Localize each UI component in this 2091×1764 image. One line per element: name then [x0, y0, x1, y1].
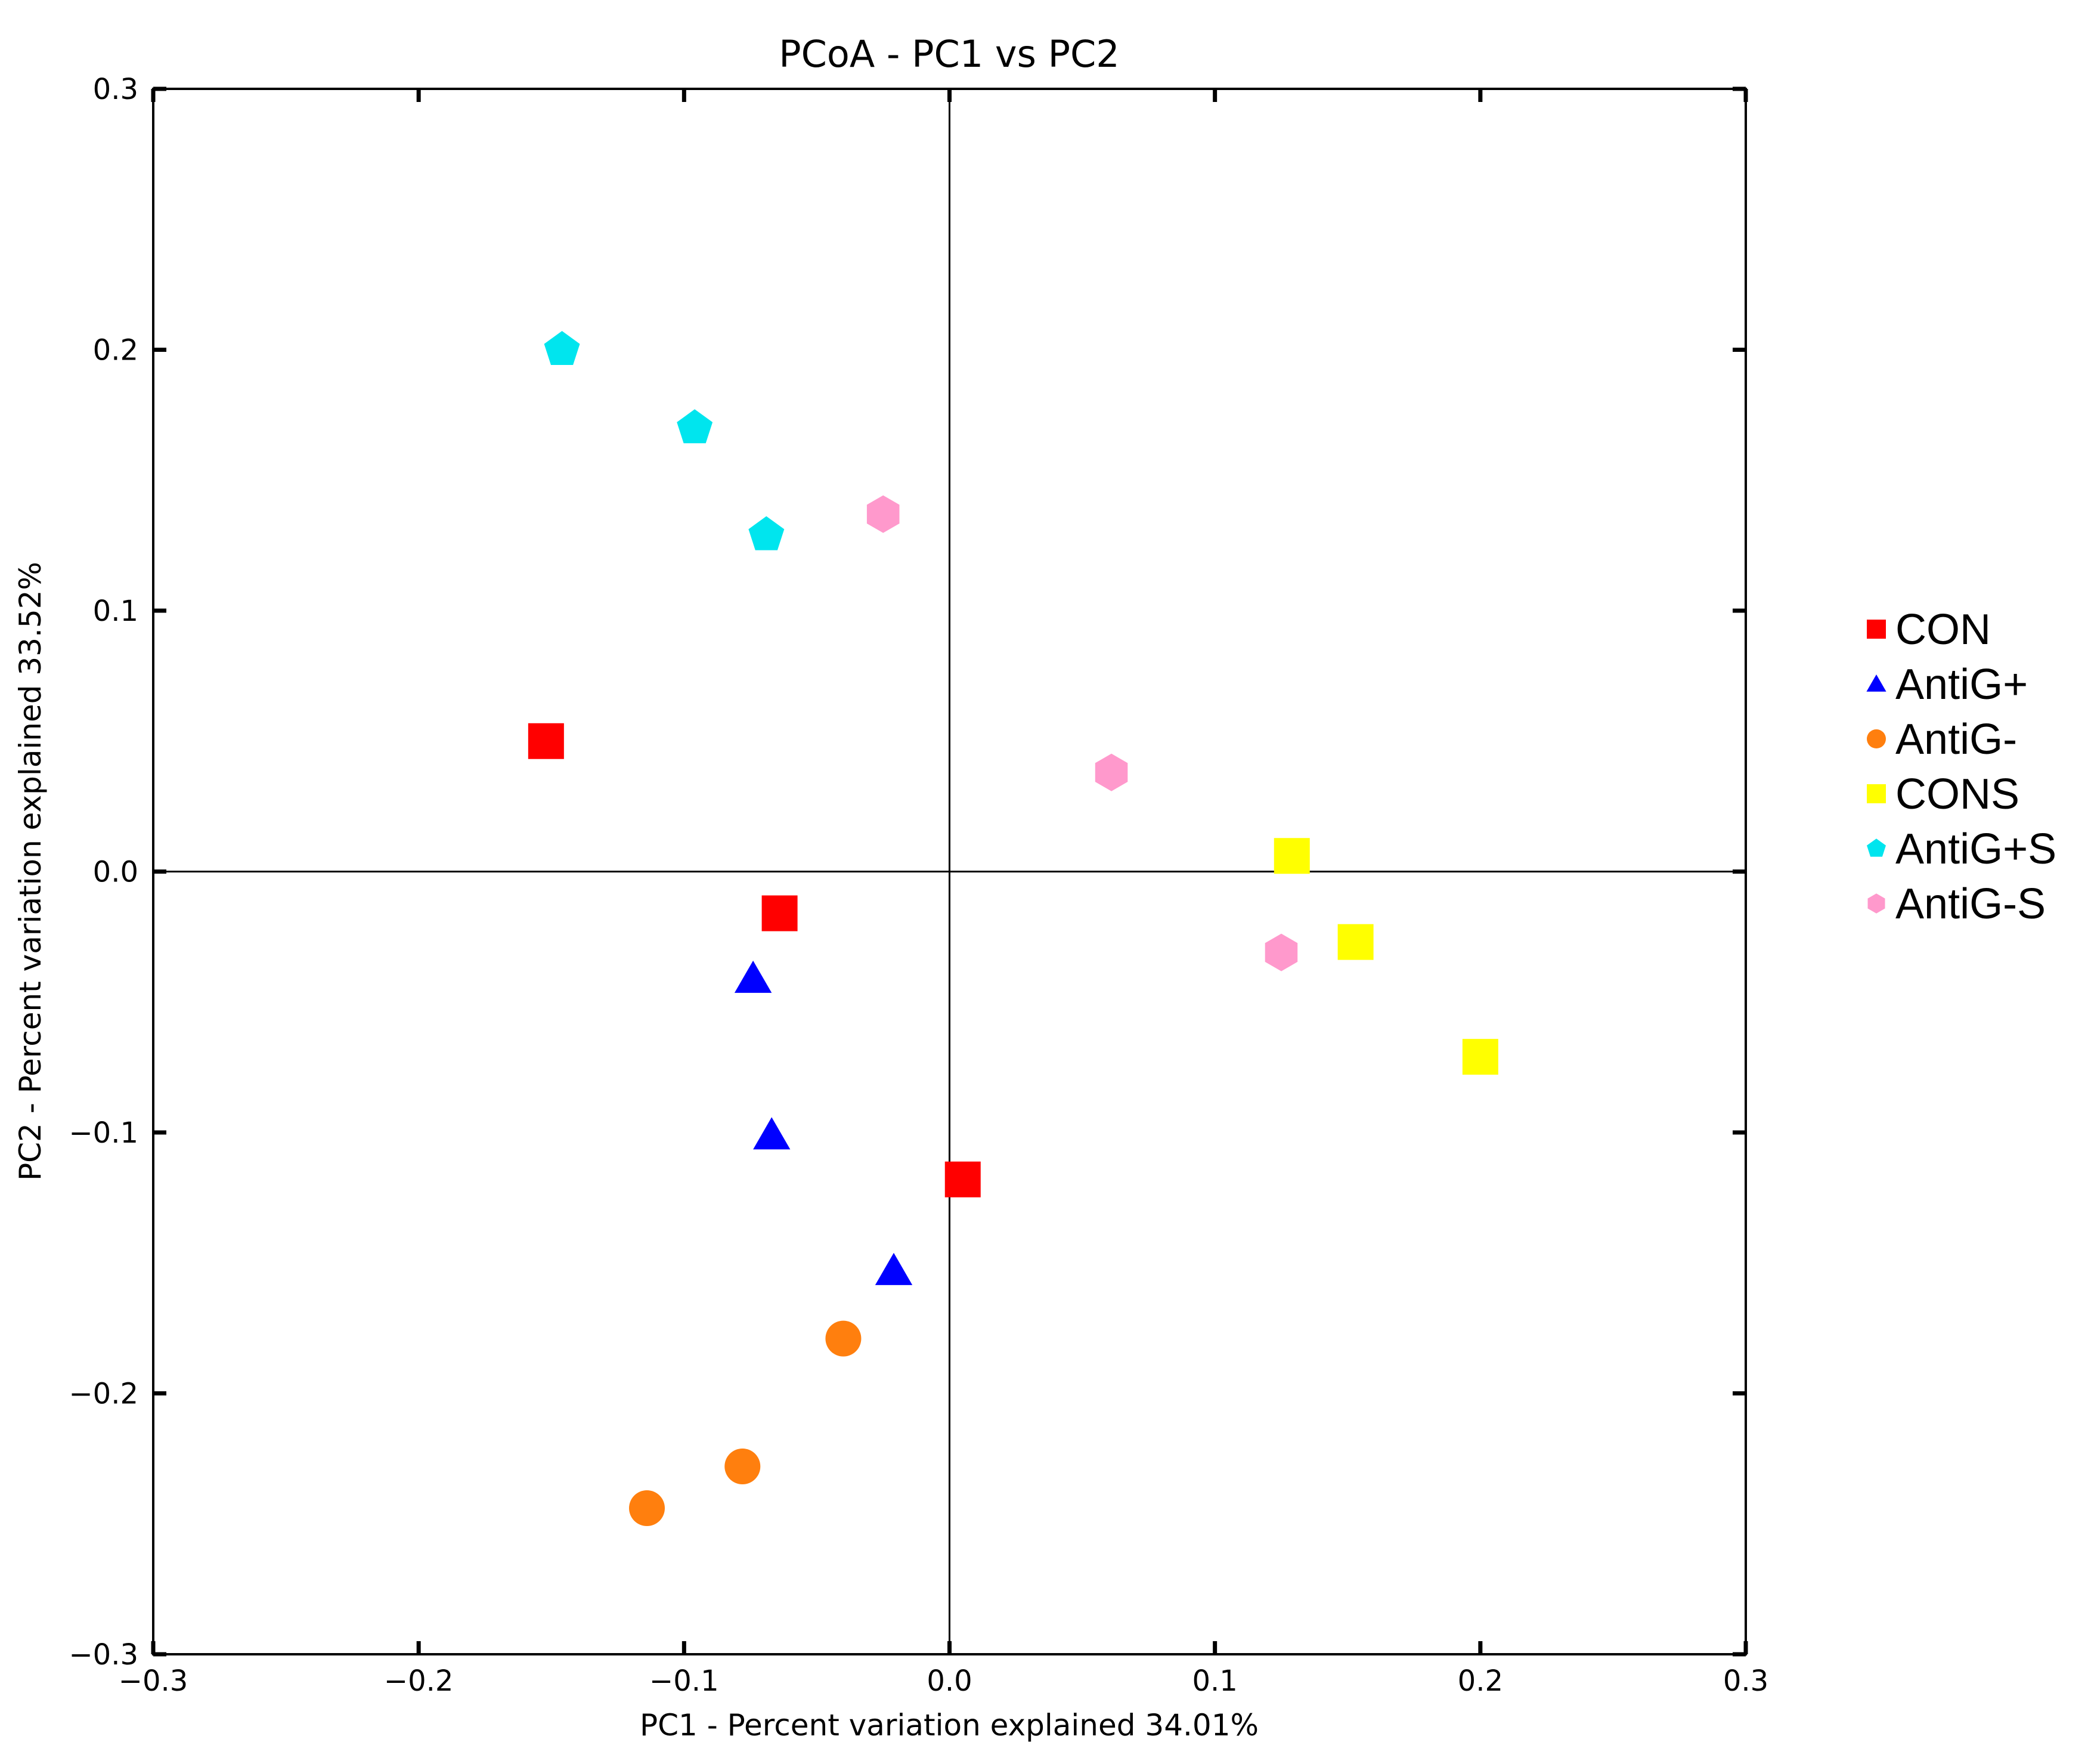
point-antig-pluss	[748, 516, 785, 550]
y-tick-label: 0.1	[93, 595, 138, 628]
legend-label-antig-pluss: AntiG+S	[1895, 825, 2056, 873]
legend: CON AntiG+ AntiG- CONS AntiG+S AntiG-S	[1866, 606, 2056, 928]
y-axis-label: PC2 - Percent variation explained 33.52%	[13, 562, 48, 1181]
x-tick-label: −0.2	[384, 1664, 454, 1698]
y-tick-label: −0.2	[69, 1378, 138, 1411]
y-tick-label: −0.1	[69, 1116, 138, 1150]
point-antig-plus	[753, 1117, 791, 1150]
data-points	[528, 331, 1498, 1526]
x-tick-label: 0.3	[1723, 1664, 1768, 1698]
x-axis-label: PC1 - Percent variation explained 34.01%	[640, 1708, 1259, 1743]
legend-label-antig-plus: AntiG+	[1895, 661, 2028, 708]
point-antig-s	[866, 495, 900, 533]
point-con	[528, 723, 564, 759]
legend-marker-antig-plus	[1866, 674, 1886, 692]
point-antig-pluss	[677, 409, 713, 444]
point-antig	[724, 1449, 761, 1484]
point-antig	[629, 1490, 665, 1526]
legend-label-cons: CONS	[1895, 770, 2019, 818]
legend-label-antig: AntiG-	[1895, 716, 2017, 763]
point-con	[944, 1161, 981, 1197]
legend-label-con: CON	[1895, 606, 1991, 654]
legend-marker-cons	[1867, 784, 1886, 803]
y-tick-label: 0.3	[93, 73, 138, 106]
legend-marker-con	[1867, 620, 1886, 639]
legend-marker-antig-pluss	[1867, 838, 1886, 857]
point-antig	[825, 1320, 862, 1357]
x-tick-label: 0.0	[927, 1664, 972, 1698]
x-tick-label: −0.3	[119, 1664, 188, 1698]
point-antig-pluss	[544, 331, 580, 365]
point-antig-plus	[875, 1252, 913, 1285]
chart-title: PCoA - PC1 vs PC2	[779, 32, 1119, 76]
legend-label-antig-s: AntiG-S	[1895, 880, 2046, 928]
point-cons	[1462, 1039, 1498, 1075]
zero-lines	[153, 89, 1746, 1654]
axis-ticks	[151, 86, 1748, 1657]
x-tick-label: 0.2	[1458, 1664, 1503, 1698]
y-tick-label: 0.0	[93, 856, 138, 889]
point-antig-s	[1265, 933, 1298, 971]
legend-marker-antig	[1867, 729, 1886, 748]
point-cons	[1337, 924, 1374, 960]
point-antig-plus	[734, 960, 772, 993]
x-tick-label: −0.1	[649, 1664, 719, 1698]
axis-tick-labels: −0.3 −0.2 −0.1 0.0 0.1 0.2 0.3 −0.3 −0.2 −0.1 0.0 0…	[69, 73, 1768, 1698]
y-tick-label: −0.3	[69, 1638, 138, 1672]
point-antig-s	[1095, 753, 1128, 791]
point-cons	[1274, 838, 1310, 874]
point-con	[761, 895, 798, 931]
y-tick-label: 0.2	[93, 334, 138, 367]
legend-marker-antig-s	[1867, 893, 1885, 914]
x-tick-label: 0.1	[1192, 1664, 1237, 1698]
